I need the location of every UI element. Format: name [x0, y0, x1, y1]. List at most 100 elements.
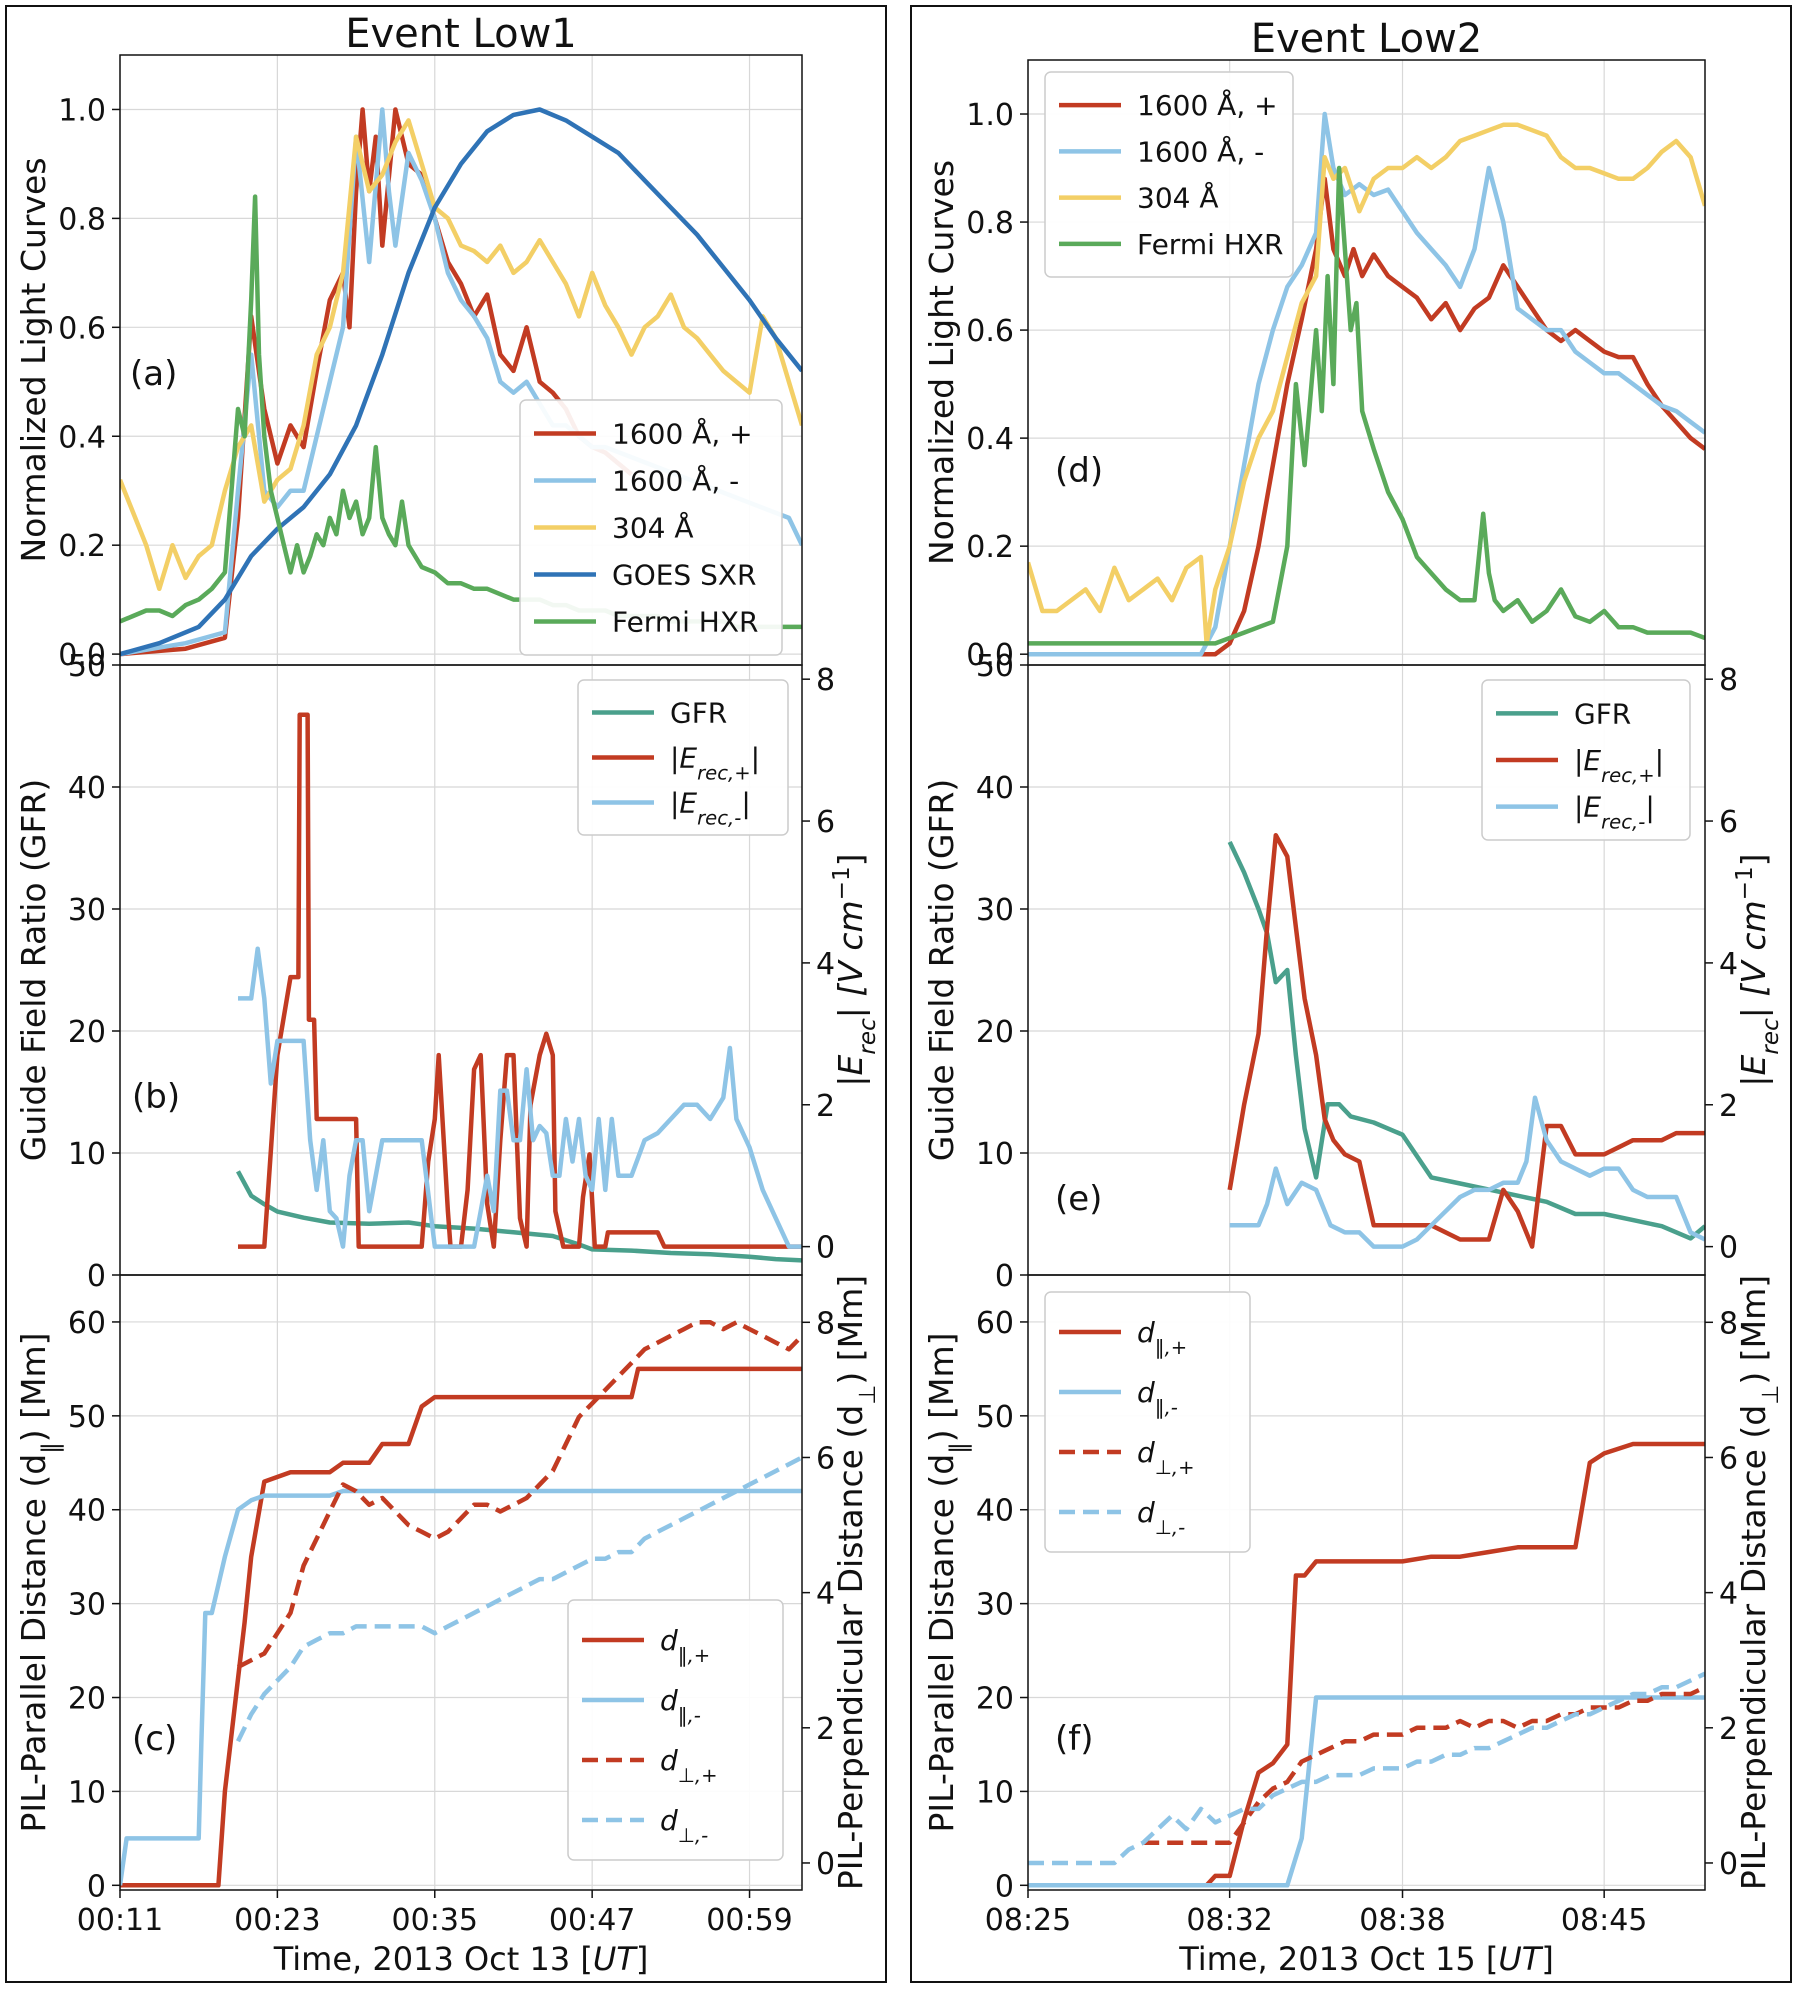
y-tick-label: 0.8	[58, 202, 106, 237]
series-line	[1229, 1095, 1705, 1249]
panel-f: 0 10 20 30 40 50 60 0 2 4 6 8 08:25 08:32 08:38 08:45Ti…	[922, 1274, 1784, 1978]
y-tick-label: 0	[995, 1869, 1014, 1904]
legend-box	[577, 679, 789, 836]
series-line	[120, 1366, 802, 1888]
y2-tick-label: 0	[1719, 1847, 1738, 1882]
panel-c: 0 10 20 30 40 50 60 0 2 4 6 8 00:11 00:23 00:35 00:47 00…	[14, 1274, 881, 1978]
legend-label: d⊥,+	[660, 1744, 718, 1787]
x-tick-label: 00:59	[706, 1903, 792, 1938]
legend-d: 1600 Å, + 1600 Å, - 304 Å Fermi HXR	[1044, 71, 1294, 278]
y2-axis-label: PIL-Perpendicular Distance (d⊥) [Mm]	[1734, 1275, 1784, 1890]
plot-area-c	[120, 1320, 802, 1888]
y-tick-label: 30	[976, 1588, 1014, 1623]
y2-tick-label: 8	[816, 1306, 835, 1341]
y-tick-label: 30	[68, 893, 106, 928]
y2-tick-label: 8	[1719, 1306, 1738, 1341]
y-tick-label: 50	[68, 649, 106, 684]
series-line	[1227, 832, 1705, 1249]
series-line	[235, 1455, 802, 1743]
y-axis-label: Normalized Light Curves	[14, 157, 53, 562]
axes-frame	[1027, 1274, 1706, 1891]
y2-tick-label: 2	[1719, 1089, 1738, 1124]
panel-label: (a)	[130, 354, 177, 394]
x-tick-label: 08:38	[1359, 1903, 1445, 1938]
legend-box	[1044, 1291, 1251, 1553]
legend-label: d⊥,-	[660, 1804, 708, 1847]
y2-tick-label: 4	[1719, 1577, 1738, 1612]
series-line	[236, 1320, 802, 1670]
legend-label: 304 Å	[612, 511, 694, 545]
legend-a: 1600 Å, + 1600 Å, - 304 Å GOES SXR Fermi HXR	[519, 399, 783, 656]
legend-label: d⊥,-	[1137, 1496, 1185, 1539]
legend-label: Fermi HXR	[1137, 228, 1283, 261]
plot-area-f	[1028, 1441, 1705, 1888]
x-tick-label: 00:23	[234, 1903, 320, 1938]
legend-b: GFR |Erec,+||Erec,-|	[577, 679, 789, 836]
y-tick-label: 0.4	[58, 420, 106, 455]
legend-label: Fermi HXR	[612, 606, 758, 639]
legend-label: d‖,+	[1137, 1316, 1187, 1359]
legend-label: |Erec,-|	[670, 787, 751, 830]
y-tick-label: 10	[976, 1775, 1014, 1810]
series-line	[120, 107, 802, 657]
y2-tick-label: 6	[816, 805, 835, 840]
y2-tick-label: 0	[816, 1847, 835, 1882]
y2-tick-label: 6	[1719, 805, 1738, 840]
panel-label: (b)	[132, 1077, 180, 1117]
y-tick-label: 0	[87, 1259, 106, 1294]
legend-box	[567, 1599, 784, 1861]
legend-label: |Erec,+|	[670, 742, 760, 785]
y-tick-label: 1.0	[966, 98, 1014, 133]
y-tick-label: 40	[976, 1494, 1014, 1529]
x-tick-label: 08:32	[1186, 1903, 1272, 1938]
legend-label: 1600 Å, +	[1137, 88, 1278, 122]
y-axis-label: Guide Field Ratio (GFR)	[922, 779, 961, 1162]
y-axis-label: Normalized Light Curves	[922, 160, 961, 565]
x-axis-label: Time, 2013 Oct 13 [UT]	[273, 1940, 649, 1978]
panel-label: (d)	[1055, 451, 1103, 491]
panel-label: (f)	[1055, 1719, 1094, 1759]
panel-e: 0 10 20 30 40 50 0 2 4 6 8 Guide Field Ratio (GFR) |…	[922, 649, 1784, 1294]
plot-area-b	[236, 712, 802, 1263]
y-tick-label: 20	[68, 1015, 106, 1050]
y2-tick-label: 2	[1719, 1712, 1738, 1747]
y-tick-label: 0.6	[58, 311, 106, 346]
y-tick-label: 30	[68, 1588, 106, 1623]
axes-frame	[119, 1274, 803, 1891]
x-tick-label: 00:35	[392, 1903, 478, 1938]
panel-b: 0 10 20 30 40 50 0 2 4 6 8 Guide Field Ratio (GFR) |…	[14, 649, 881, 1294]
y-tick-label: 50	[976, 1400, 1014, 1435]
y-tick-label: 0.0	[58, 638, 106, 673]
legend-label: 304 Å	[1137, 181, 1219, 215]
y2-tick-label: 2	[816, 1712, 835, 1747]
y-tick-label: 50	[68, 1400, 106, 1435]
series-line	[1028, 1695, 1705, 1888]
y-axis-label: Guide Field Ratio (GFR)	[14, 779, 53, 1162]
legend-label: |Erec,+|	[1574, 744, 1664, 787]
legend-label: d⊥,+	[1137, 1436, 1195, 1479]
legend-box	[1044, 71, 1294, 278]
event-title: Event Low2	[1251, 16, 1483, 62]
y-tick-label: 20	[976, 1015, 1014, 1050]
y2-tick-label: 4	[816, 1577, 835, 1612]
y-axis-label: PIL-Parallel Distance (d‖) [Mm]	[922, 1333, 972, 1833]
y2-tick-label: 6	[1719, 1441, 1738, 1476]
y-axis-label: PIL-Parallel Distance (d‖) [Mm]	[14, 1333, 64, 1833]
y-tick-label: 40	[976, 771, 1014, 806]
y2-tick-label: 4	[1719, 947, 1738, 982]
y-tick-label: 0.0	[966, 638, 1014, 673]
legend-label: 1600 Å, -	[1137, 134, 1264, 168]
x-tick-label: 08:25	[985, 1903, 1071, 1938]
plot-area-a	[120, 107, 802, 657]
event-title: Event Low1	[345, 11, 577, 57]
y-tick-label: 60	[68, 1306, 106, 1341]
legend-label: GFR	[1574, 697, 1631, 730]
y2-tick-label: 8	[1719, 663, 1738, 698]
y2-axis-label: |Erec| [V cm−1]	[829, 853, 881, 1086]
legend-label: d‖,-	[660, 1684, 701, 1727]
y-tick-label: 10	[68, 1775, 106, 1810]
x-tick-label: 00:11	[77, 1903, 163, 1938]
right-figure-frame	[910, 5, 1792, 1983]
series-line	[1028, 122, 1705, 646]
